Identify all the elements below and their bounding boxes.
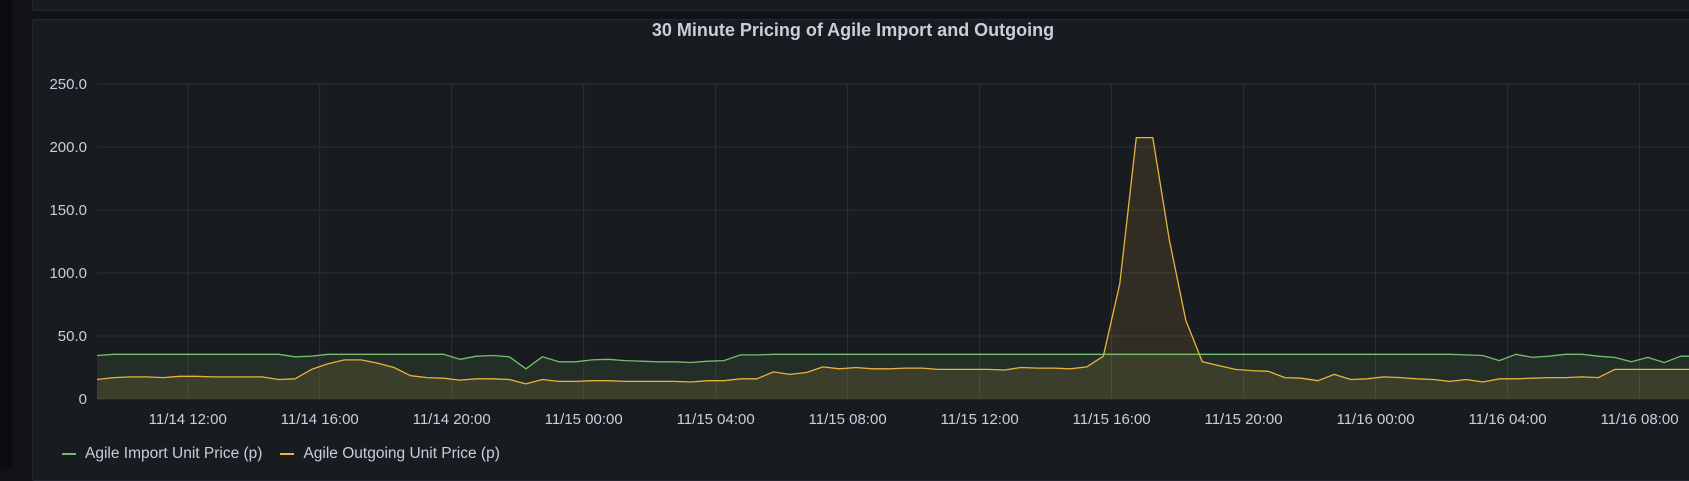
- legend-label-outgoing: Agile Outgoing Unit Price (p): [303, 445, 500, 462]
- y-tick-label: 150.0: [49, 202, 87, 219]
- panel-title[interactable]: 30 Minute Pricing of Agile Import and Ou…: [651, 20, 1055, 40]
- x-tick-label: 11/14 20:00: [413, 411, 491, 428]
- legend-item-import[interactable]: Agile Import Unit Price (p): [62, 445, 262, 463]
- series-line-outgoing[interactable]: [96, 136, 1689, 385]
- x-tick-label: 11/14 16:00: [281, 411, 359, 428]
- x-tick-label: 11/15 04:00: [677, 411, 755, 428]
- y-tick-label: 0: [79, 391, 87, 408]
- series-area-import: [97, 354, 1689, 399]
- x-tick-label: 11/16 00:00: [1336, 411, 1414, 428]
- x-tick-label: 11/15 12:00: [941, 411, 1019, 428]
- y-tick-label: 50.0: [58, 328, 87, 345]
- chart-lines: [96, 136, 1689, 385]
- chart-grid: [97, 83, 1689, 400]
- x-axis: 11/14 12:00 11/14 16:00 11/14 20:00 11/15 0…: [149, 411, 1679, 428]
- y-tick-label: 200.0: [49, 139, 87, 156]
- x-tick-label: 11/15 16:00: [1073, 411, 1151, 428]
- previous-panel-edge: [32, 0, 1689, 11]
- legend-swatch-import: [62, 453, 76, 455]
- x-tick-label: 11/15 08:00: [809, 411, 887, 428]
- x-tick-label: 11/14 12:00: [149, 411, 227, 428]
- left-rail: [0, 0, 12, 469]
- x-tick-label: 11/15 20:00: [1204, 411, 1282, 428]
- legend: Agile Import Unit Price (p) Agile Outgoi…: [62, 444, 518, 464]
- y-tick-label: 250.0: [49, 76, 87, 93]
- x-tick-label: 11/16 08:00: [1600, 411, 1678, 428]
- x-tick-label: 11/15 00:00: [545, 411, 623, 428]
- y-tick-label: 100.0: [49, 265, 87, 282]
- legend-item-outgoing[interactable]: Agile Outgoing Unit Price (p): [280, 445, 500, 463]
- chart-areas: [97, 137, 1689, 399]
- legend-label-import: Agile Import Unit Price (p): [85, 445, 263, 462]
- y-axis: 0 50.0 100.0 150.0 200.0 250.0: [49, 76, 87, 408]
- legend-swatch-outgoing: [280, 453, 295, 455]
- chart-panel: [32, 19, 1689, 481]
- series-line-import[interactable]: [96, 353, 1689, 370]
- x-tick-label: 11/16 04:00: [1468, 411, 1546, 428]
